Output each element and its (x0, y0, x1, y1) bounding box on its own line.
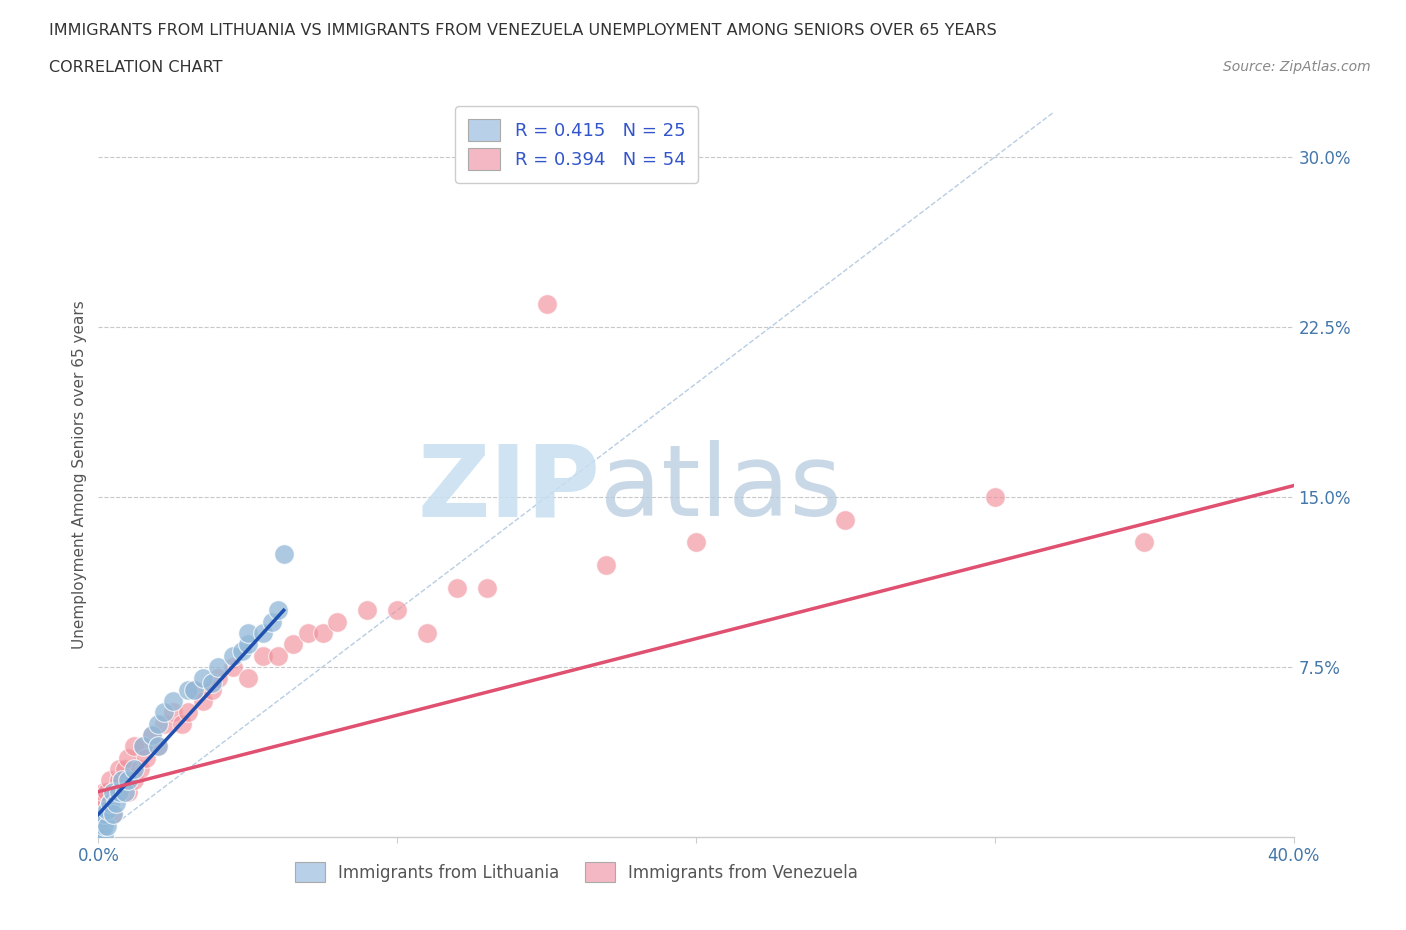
Point (236, 637, 259, 652)
Text: CORRELATION CHART: CORRELATION CHART (49, 60, 222, 75)
Point (267, 603, 290, 618)
Point (475, 580, 498, 595)
Point (135, 751, 157, 765)
Point (90, 811, 112, 827)
Point (93, 807, 115, 822)
Point (132, 738, 155, 753)
Point (267, 648, 290, 663)
Point (834, 512, 856, 527)
Text: IMMIGRANTS FROM LITHUANIA VS IMMIGRANTS FROM VENEZUELA UNEMPLOYMENT AMONG SENIOR: IMMIGRANTS FROM LITHUANIA VS IMMIGRANTS … (49, 23, 997, 38)
Point (356, 603, 378, 618)
Point (96, 818, 118, 833)
Point (105, 784, 128, 799)
Point (183, 683, 205, 698)
Point (87, 818, 110, 833)
Point (148, 738, 170, 753)
Point (93, 818, 115, 833)
Point (141, 727, 163, 742)
Point (93, 811, 115, 827)
Point (124, 738, 146, 753)
Point (117, 784, 139, 799)
Point (385, 603, 409, 618)
Point (207, 671, 229, 685)
Point (98, 795, 122, 810)
Point (132, 738, 155, 753)
Point (231, 644, 253, 658)
Point (172, 716, 194, 731)
Point (117, 773, 139, 788)
Point (273, 546, 295, 561)
Point (685, 535, 707, 550)
Point (98, 773, 122, 788)
Point (114, 784, 136, 799)
Point (124, 773, 146, 788)
Point (297, 626, 319, 641)
Point (111, 773, 134, 788)
Point (191, 671, 214, 685)
Point (111, 773, 134, 788)
Point (98, 795, 122, 810)
Point (595, 558, 617, 573)
Point (108, 762, 131, 777)
Point (252, 648, 274, 663)
Point (108, 784, 131, 799)
Text: atlas: atlas (600, 440, 842, 538)
Point (129, 762, 152, 777)
Point (90, 825, 112, 840)
Point (222, 659, 245, 674)
Point (87, 807, 110, 822)
Point (117, 751, 139, 765)
Point (260, 614, 283, 629)
Point (252, 626, 274, 641)
Point (162, 694, 184, 709)
Text: Source: ZipAtlas.com: Source: ZipAtlas.com (1223, 60, 1371, 74)
Point (162, 705, 184, 720)
Point (141, 727, 163, 742)
Point (90, 795, 112, 810)
Point (87, 818, 110, 833)
Point (105, 795, 128, 810)
Point (153, 705, 176, 720)
Point (96, 807, 118, 822)
Point (96, 803, 118, 817)
Point (103, 784, 125, 799)
Point (326, 614, 349, 629)
Point (984, 489, 1007, 504)
Point (93, 784, 115, 799)
Point (281, 637, 304, 652)
Point (177, 683, 200, 698)
Point (103, 807, 125, 822)
Text: ZIP: ZIP (418, 440, 600, 538)
Point (236, 626, 259, 641)
Point (148, 738, 170, 753)
Point (183, 683, 205, 698)
Point (311, 626, 333, 641)
Point (536, 297, 558, 312)
Point (1133, 535, 1156, 550)
Point (207, 659, 229, 674)
Point (96, 784, 118, 799)
Point (201, 683, 224, 698)
Point (222, 648, 245, 663)
Point (108, 773, 131, 788)
Point (103, 807, 125, 822)
Point (87, 795, 110, 810)
Point (446, 580, 468, 595)
Y-axis label: Unemployment Among Seniors over 65 years: Unemployment Among Seniors over 65 years (72, 300, 87, 649)
Point (93, 830, 115, 844)
Point (90, 818, 112, 833)
Point (114, 762, 136, 777)
Point (103, 784, 125, 799)
Point (153, 716, 176, 731)
Point (416, 626, 439, 641)
Point (87, 830, 110, 844)
Point (148, 716, 170, 731)
Point (191, 694, 214, 709)
Point (236, 671, 259, 685)
Point (201, 675, 224, 690)
Legend: Immigrants from Lithuania, Immigrants from Venezuela: Immigrants from Lithuania, Immigrants fr… (284, 850, 869, 894)
Point (177, 705, 200, 720)
Point (124, 762, 146, 777)
